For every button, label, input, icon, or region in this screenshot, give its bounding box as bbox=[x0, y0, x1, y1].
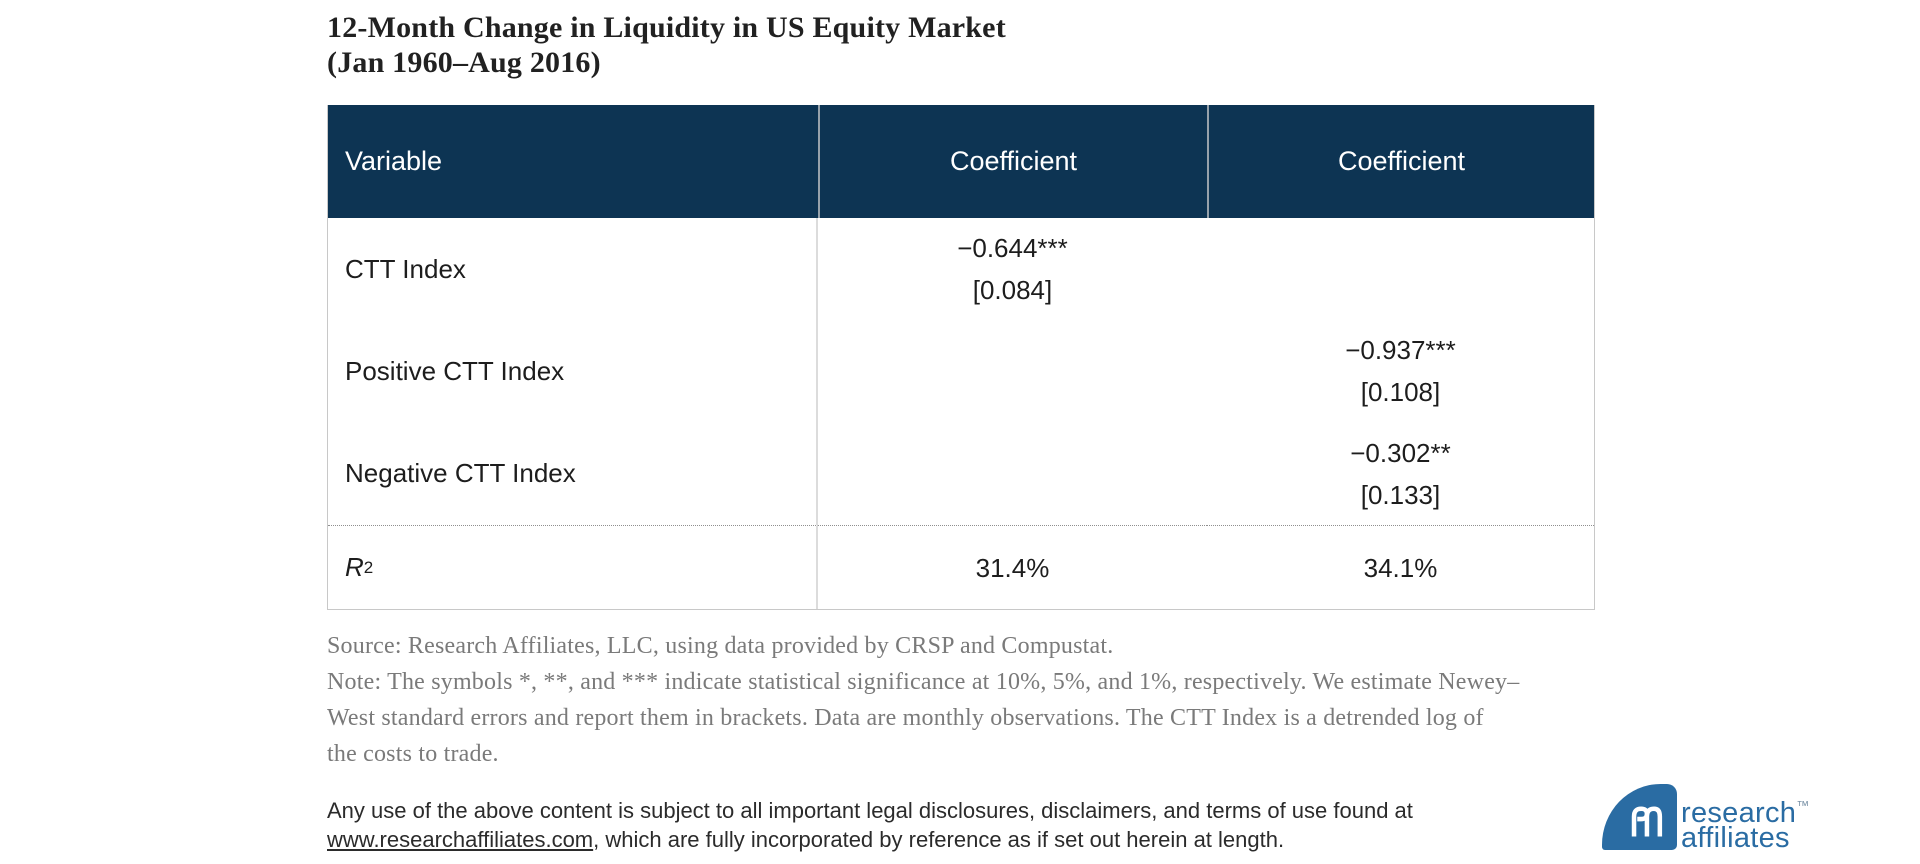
standard-error-value: [0.108] bbox=[1360, 377, 1441, 407]
row-label-positive-ctt-index: Positive CTT Index bbox=[328, 320, 818, 422]
standard-error-value: [0.084] bbox=[972, 275, 1053, 305]
coefficient-value: −0.644*** bbox=[957, 233, 1068, 263]
source-and-notes: Source: Research Affiliates, LLC, using … bbox=[327, 628, 1519, 772]
r-squared-value-1: 31.4% bbox=[975, 552, 1050, 583]
standard-error-value: [0.133] bbox=[1360, 479, 1441, 510]
cell-positive-coefficient-1 bbox=[818, 320, 1207, 422]
note-line-1: Note: The symbols *, **, and *** indicat… bbox=[327, 669, 1520, 695]
coefficient-value: −0.937*** bbox=[1345, 335, 1456, 365]
regression-results-table: Variable Coefficient Coefficient CTT Ind… bbox=[327, 105, 1595, 610]
coefficient-value: −0.302** bbox=[1350, 437, 1451, 468]
row-label-negative-ctt-index: Negative CTT Index bbox=[328, 422, 818, 525]
logo-word-research: research bbox=[1681, 797, 1797, 829]
note-line-2: West standard errors and report them in … bbox=[327, 705, 1484, 731]
note-line-3: the costs to trade. bbox=[327, 741, 499, 767]
cell-ctt-coefficient-1: −0.644*** [0.084] bbox=[818, 218, 1207, 320]
disclaimer-line-1: Any use of the above content is subject … bbox=[327, 798, 1413, 823]
cell-negative-coefficient-2: −0.302** [0.133] bbox=[1207, 422, 1594, 525]
source-line: Source: Research Affiliates, LLC, using … bbox=[327, 633, 1114, 659]
row-label-ctt-index: CTT Index bbox=[328, 218, 818, 320]
cell-negative-coefficient-1 bbox=[818, 422, 1207, 525]
trademark-symbol: ™ bbox=[1796, 798, 1810, 813]
page-title: 12-Month Change in Liquidity in US Equit… bbox=[327, 10, 1006, 80]
cell-r-squared-2: 34.1% bbox=[1207, 525, 1594, 609]
disclaimer-line-2-text: , which are fully incorporated by refere… bbox=[593, 827, 1285, 852]
title-line-2: (Jan 1960–Aug 2016) bbox=[327, 46, 601, 79]
column-header-coefficient-2: Coefficient bbox=[1207, 105, 1594, 218]
research-affiliates-logo-icon bbox=[1602, 784, 1677, 850]
cell-r-squared-1: 31.4% bbox=[818, 525, 1207, 609]
r-squared-symbol: R bbox=[345, 552, 364, 582]
column-header-coefficient-1: Coefficient bbox=[818, 105, 1207, 218]
cell-ctt-coefficient-2 bbox=[1207, 218, 1594, 320]
logo-word-affiliates: affiliates bbox=[1681, 822, 1790, 854]
r-squared-value-2: 34.1% bbox=[1363, 552, 1438, 583]
research-affiliates-link[interactable]: www.researchaffiliates.com bbox=[327, 827, 594, 852]
cell-positive-coefficient-2: −0.937*** [0.108] bbox=[1207, 320, 1594, 422]
disclaimer-line-2: www.researchaffiliates.com, which are fu… bbox=[327, 825, 1413, 854]
title-line-1: 12-Month Change in Liquidity in US Equit… bbox=[327, 11, 1006, 44]
research-affiliates-logo-text: research™ affiliates bbox=[1681, 793, 1810, 854]
legal-disclaimer: Any use of the above content is subject … bbox=[327, 796, 1413, 854]
column-header-variable: Variable bbox=[328, 105, 818, 218]
ra-monogram-icon bbox=[1631, 806, 1663, 837]
